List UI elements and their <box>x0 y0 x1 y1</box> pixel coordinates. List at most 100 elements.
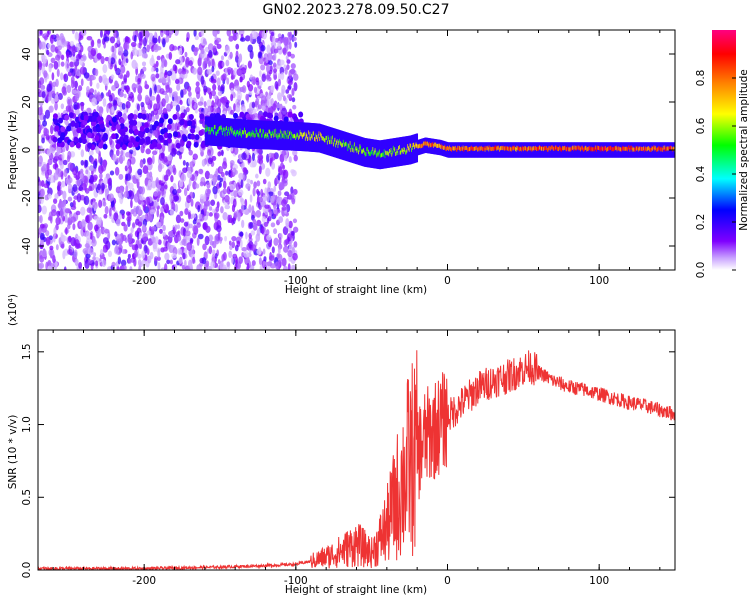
spectrogram-noise-speck <box>38 185 42 191</box>
spectrogram-noise-speck <box>71 68 76 77</box>
spectrogram-noise-speck <box>292 36 297 42</box>
spectrogram-noise-speck <box>272 35 276 45</box>
spectrogram-noise-speck <box>221 149 224 157</box>
spectrogram-noise-speck <box>92 236 96 244</box>
spectrogram-noise-speck <box>106 173 111 180</box>
spectrogram-noise-speck <box>195 81 200 87</box>
spectrogram-noise-speck <box>285 238 289 246</box>
spectrogram-noise-speck <box>257 104 262 110</box>
spectrogram-noise-speck <box>258 52 262 59</box>
spectrogram-noise-speck <box>293 241 298 248</box>
spectrogram-noise-speck <box>126 216 132 222</box>
spectrogram-noise-speck <box>57 168 62 178</box>
spectrogram-noise-speck <box>180 89 184 98</box>
spectrogram-noise-speck <box>85 215 89 223</box>
spectrogram-noise-speck <box>239 76 243 83</box>
spectrogram-noise-speck <box>80 206 86 216</box>
spectrogram-noise-speck <box>179 210 184 217</box>
spectrogram-noise-speck <box>93 160 98 169</box>
spectrogram-noise-speck <box>226 30 232 37</box>
spectrogram-noise-speck <box>231 241 236 249</box>
spectrogram-noise-speck <box>282 265 288 270</box>
spectrogram-band-speck <box>102 143 108 150</box>
spectrogram-noise-speck <box>240 203 245 213</box>
spectrogram-noise-speck <box>167 104 171 110</box>
spectrogram-noise-speck <box>42 120 48 127</box>
spectrogram-noise-speck <box>219 262 225 270</box>
spectrogram-noise-speck <box>72 167 78 176</box>
spectrogram-noise-speck <box>142 204 146 212</box>
spectrogram-noise-speck <box>143 244 148 254</box>
spectrogram-noise-speck <box>145 196 151 206</box>
spectrogram-noise-speck <box>123 85 127 90</box>
spectrogram-noise-speck <box>217 231 221 241</box>
spectrogram-noise-speck <box>208 174 214 179</box>
spectrogram-noise-speck <box>246 178 251 184</box>
spectrogram-noise-speck <box>89 232 93 240</box>
colorbar-tick-label: 0.8 <box>695 70 707 87</box>
spectrogram-noise-speck <box>211 208 217 214</box>
spectrogram-noise-speck <box>222 161 228 170</box>
spectrogram-noise-speck <box>66 155 71 163</box>
spectrogram-noise-speck <box>256 249 262 255</box>
spectrogram-noise-speck <box>207 149 212 156</box>
spectrogram-noise-speck <box>214 253 218 259</box>
spectrogram-noise-speck <box>246 262 250 270</box>
spectrogram-noise-speck <box>240 239 243 249</box>
spectrogram-noise-speck <box>131 222 136 229</box>
spectrogram-noise-speck <box>132 150 137 157</box>
spectrogram-noise-speck <box>255 173 259 179</box>
spectrogram-noise-speck <box>94 260 99 267</box>
spectrogram-ytick-label: -40 <box>21 237 33 254</box>
spectrogram-noise-speck <box>96 82 100 89</box>
spectrogram-noise-speck <box>124 41 130 51</box>
spectrogram-noise-speck <box>292 73 299 81</box>
spectrogram-noise-speck <box>109 57 116 65</box>
spectrogram-noise-speck <box>119 185 125 194</box>
spectrogram-noise-speck <box>241 85 247 94</box>
spectrogram-band-speck <box>74 116 80 123</box>
spectrogram-noise-speck <box>185 161 189 167</box>
spectrogram-noise-speck <box>91 97 98 107</box>
spectrogram-noise-speck <box>64 214 68 223</box>
spectrogram-noise-speck <box>266 44 271 54</box>
snr-y-multiplier: (x10⁴) <box>7 294 19 326</box>
spectrogram-noise-speck <box>274 261 280 270</box>
spectrogram-band-speck <box>180 112 186 119</box>
spectrogram-noise-speck <box>63 266 67 270</box>
spectrogram-noise-speck <box>53 227 57 237</box>
spectrogram-noise-speck <box>156 55 161 61</box>
spectrogram-noise-speck <box>217 60 224 70</box>
spectrogram-xtick-label: 0 <box>444 275 451 287</box>
spectrogram-noise-speck <box>288 156 292 163</box>
spectrogram-noise-speck <box>142 66 147 72</box>
spectrogram-noise-speck <box>75 174 79 181</box>
spectrogram-noise-speck <box>237 212 241 220</box>
spectrogram-noise-speck <box>102 248 106 253</box>
spectrogram-noise-speck <box>224 204 231 210</box>
spectrogram-noise-speck <box>85 231 91 240</box>
spectrogram-noise-speck <box>260 95 267 104</box>
spectrogram-noise-speck <box>287 250 293 258</box>
spectrogram-noise-speck <box>152 130 158 136</box>
spectrogram-xtick-label: 100 <box>589 275 609 287</box>
spectrogram-band-speck <box>57 137 63 144</box>
spectrogram-noise-speck <box>142 37 147 47</box>
spectrogram-noise-speck <box>290 264 296 270</box>
spectrogram-ytick-label: -20 <box>21 189 33 206</box>
spectrogram-noise-speck <box>178 153 183 160</box>
spectrogram-noise-speck <box>151 115 156 123</box>
spectrogram-noise-speck <box>125 101 131 109</box>
spectrogram-noise-speck <box>163 174 169 182</box>
spectrogram-band-speck <box>166 123 172 130</box>
spectrogram-noise-speck <box>39 105 43 113</box>
spectrogram-noise-speck <box>220 84 225 92</box>
spectrogram-noise-speck <box>201 159 206 167</box>
spectrogram-noise-speck <box>234 244 239 252</box>
spectrogram-noise-speck <box>133 34 137 43</box>
spectrogram-noise-speck <box>284 67 288 75</box>
spectrogram-noise-speck <box>292 218 298 224</box>
spectrogram-noise-speck <box>157 262 161 270</box>
spectrogram-noise-speck <box>78 186 84 192</box>
spectrogram-noise-speck <box>98 199 103 209</box>
